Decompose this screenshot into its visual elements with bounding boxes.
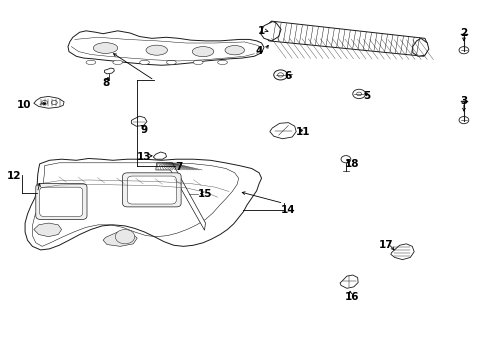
Circle shape: [458, 46, 468, 54]
Circle shape: [458, 117, 468, 124]
Ellipse shape: [166, 60, 176, 64]
Circle shape: [190, 192, 195, 195]
Text: 13: 13: [137, 152, 151, 162]
FancyBboxPatch shape: [127, 176, 176, 204]
Text: 2: 2: [459, 28, 467, 38]
Polygon shape: [34, 96, 64, 108]
Circle shape: [115, 229, 135, 244]
Ellipse shape: [86, 60, 96, 64]
Text: 10: 10: [17, 100, 31, 110]
FancyBboxPatch shape: [36, 184, 87, 220]
Text: 18: 18: [344, 159, 358, 169]
Circle shape: [273, 70, 287, 80]
Text: 11: 11: [295, 127, 309, 136]
Text: 4: 4: [255, 46, 262, 56]
Text: 8: 8: [102, 78, 109, 88]
FancyBboxPatch shape: [122, 173, 181, 207]
Text: 15: 15: [198, 189, 212, 199]
Ellipse shape: [140, 60, 149, 64]
Polygon shape: [25, 158, 261, 250]
Polygon shape: [103, 232, 137, 246]
Polygon shape: [153, 152, 166, 159]
Text: 16: 16: [344, 292, 358, 302]
Ellipse shape: [193, 60, 203, 64]
Ellipse shape: [192, 46, 213, 57]
Circle shape: [41, 100, 47, 105]
Text: 1: 1: [257, 26, 264, 36]
Text: 12: 12: [7, 171, 21, 181]
Ellipse shape: [113, 60, 122, 64]
Circle shape: [356, 92, 361, 96]
Polygon shape: [104, 68, 114, 74]
Text: 3: 3: [459, 96, 467, 106]
Circle shape: [51, 100, 57, 105]
Polygon shape: [264, 21, 427, 56]
Circle shape: [186, 189, 199, 198]
Polygon shape: [390, 244, 413, 260]
Polygon shape: [260, 22, 281, 41]
Polygon shape: [34, 223, 61, 237]
Circle shape: [277, 73, 283, 77]
Text: 17: 17: [378, 239, 392, 249]
Ellipse shape: [146, 45, 167, 55]
Text: 7: 7: [175, 162, 182, 172]
FancyBboxPatch shape: [40, 187, 82, 217]
Text: 6: 6: [284, 71, 291, 81]
Ellipse shape: [93, 42, 118, 53]
Polygon shape: [68, 31, 264, 65]
Ellipse shape: [217, 60, 227, 64]
Polygon shape: [412, 39, 428, 56]
Polygon shape: [131, 116, 147, 126]
Text: 9: 9: [141, 125, 148, 135]
Text: 5: 5: [362, 91, 369, 101]
Ellipse shape: [224, 45, 244, 55]
Polygon shape: [339, 275, 357, 288]
Text: 14: 14: [281, 206, 295, 216]
Circle shape: [352, 89, 365, 99]
Polygon shape: [156, 163, 205, 230]
Circle shape: [340, 156, 350, 163]
Polygon shape: [269, 123, 296, 139]
